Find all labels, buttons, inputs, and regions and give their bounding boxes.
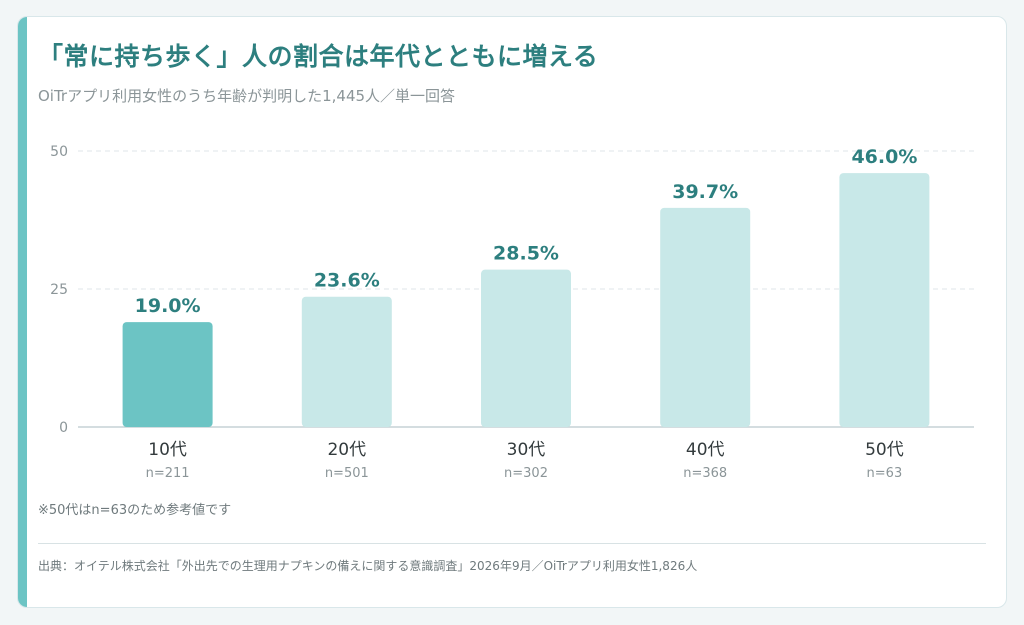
x-tick-label: 20代 — [327, 440, 366, 460]
y-tick-label: 25 — [50, 282, 68, 298]
bar — [660, 207, 751, 427]
data-label: 23.6% — [314, 270, 380, 292]
sample-size-label: n=211 — [146, 466, 190, 481]
data-label: 46.0% — [851, 146, 917, 168]
sample-size-label: n=501 — [325, 466, 369, 481]
bar — [839, 173, 930, 427]
footnote: ※50代はn=63のため参考値です — [38, 503, 232, 518]
bar — [481, 269, 571, 427]
y-tick-label: 50 — [50, 144, 68, 160]
bar — [301, 296, 392, 427]
chart-subtitle: OiTrアプリ利用女性のうち年齢が判明した1,445人／単一回答 — [38, 87, 456, 105]
sample-size-label: n=63 — [867, 466, 903, 481]
bar-chart: 0 25 50 19.0% 10代 n=211 23.6% 20代 n=501 28.5% 30代 n… — [50, 144, 974, 481]
chart-card: 「常に持ち歩く」人の割合は年代とともに増える OiTrアプリ利用女性のうち年齢が… — [17, 16, 1007, 608]
x-tick-label: 40代 — [686, 440, 725, 460]
x-tick-label: 10代 — [148, 440, 187, 460]
source-note: 出典：オイテル株式会社「外出先での生理用ナプキンの備えに関する意識調査」2026… — [38, 559, 698, 573]
sample-size-label: n=302 — [504, 466, 548, 481]
x-tick-label: 30代 — [507, 440, 546, 460]
data-label: 28.5% — [493, 243, 559, 265]
y-tick-label: 0 — [59, 420, 68, 436]
data-label: 19.0% — [135, 295, 201, 317]
chart-title: 「常に持ち歩く」人の割合は年代とともに増える — [38, 42, 599, 71]
divider — [38, 543, 986, 544]
data-label: 39.7% — [672, 181, 738, 203]
x-tick-label: 50代 — [865, 440, 904, 460]
bar — [122, 322, 213, 427]
accent-bar — [18, 17, 27, 607]
sample-size-label: n=368 — [683, 466, 727, 481]
